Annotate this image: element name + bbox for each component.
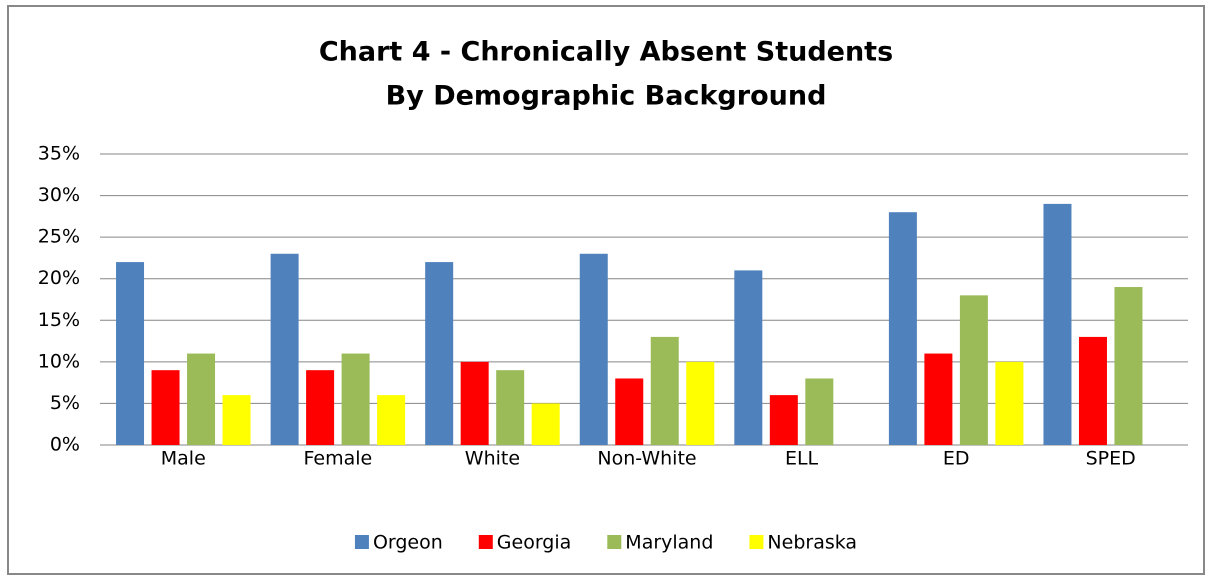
bar xyxy=(460,361,489,445)
bar xyxy=(959,295,988,445)
bar xyxy=(187,353,216,445)
bar xyxy=(531,403,560,445)
x-tick-label: White xyxy=(465,448,520,470)
bar xyxy=(615,378,644,445)
x-tick-label: Female xyxy=(304,448,373,470)
x-tick-label: Non-White xyxy=(597,448,696,470)
legend-label: Nebraska xyxy=(767,532,857,554)
bar xyxy=(425,262,454,445)
bar xyxy=(1114,287,1143,445)
x-tick-label: ELL xyxy=(785,448,819,470)
y-tick-label: 5% xyxy=(50,392,80,414)
bar xyxy=(686,361,715,445)
bar xyxy=(805,378,834,445)
bar xyxy=(496,370,525,445)
bar xyxy=(1078,336,1107,445)
y-tick-label: 15% xyxy=(38,309,80,331)
y-tick-label: 10% xyxy=(38,350,80,372)
bar xyxy=(1043,203,1072,445)
chart-title: By Demographic Background xyxy=(386,81,827,112)
x-tick-label: ED xyxy=(943,448,970,470)
legend-swatch xyxy=(354,535,369,549)
y-tick-label: 35% xyxy=(38,143,80,165)
y-tick-label: 20% xyxy=(38,267,80,289)
bar xyxy=(579,253,608,445)
x-tick-label: SPED xyxy=(1086,448,1136,470)
y-tick-label: 25% xyxy=(38,226,80,248)
legend-label: Orgeon xyxy=(373,532,443,554)
bar xyxy=(377,395,406,445)
bar xyxy=(222,395,251,445)
legend-label: Maryland xyxy=(625,532,713,554)
bar xyxy=(924,353,953,445)
bar xyxy=(995,361,1024,445)
bar xyxy=(734,270,763,445)
chart-title: Chart 4 - Chronically Absent Students xyxy=(319,37,893,68)
bar xyxy=(341,353,370,445)
legend-swatch xyxy=(607,535,622,549)
bar xyxy=(270,253,299,445)
bar xyxy=(888,212,917,445)
bar xyxy=(650,336,679,445)
x-tick-label: Male xyxy=(161,448,206,470)
legend-swatch xyxy=(749,535,764,549)
y-tick-label: 30% xyxy=(38,184,80,206)
legend-label: Georgia xyxy=(497,532,572,554)
bar xyxy=(306,370,335,445)
bar xyxy=(151,370,180,445)
y-tick-label: 0% xyxy=(50,434,80,456)
bar xyxy=(769,395,798,445)
bar xyxy=(116,262,145,445)
legend-swatch xyxy=(478,535,493,549)
